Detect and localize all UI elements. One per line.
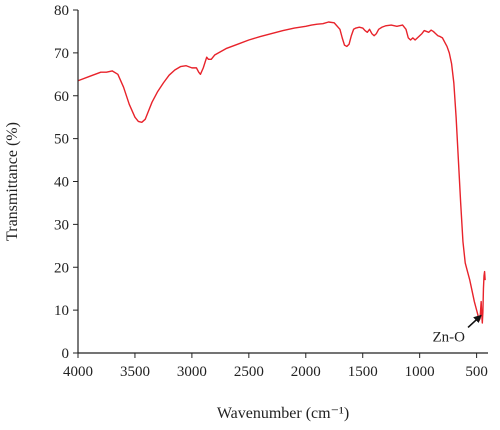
x-axis-ticks: 4000 3500 3000 2500 2000 1500 1000 500 — [63, 353, 488, 380]
y-tick-label: 80 — [54, 3, 69, 19]
y-tick-label: 20 — [54, 260, 69, 276]
y-tick-label: 60 — [54, 89, 69, 105]
y-axis-ticks: 0 10 20 30 40 50 60 70 80 — [54, 3, 78, 362]
series-line-0 — [77, 21, 486, 324]
x-tick-label: 500 — [465, 364, 488, 380]
x-tick-label: 3000 — [177, 364, 207, 380]
y-tick-label: 30 — [54, 217, 69, 233]
annotations-group: Zn-O — [433, 314, 482, 345]
x-tick-label: 2000 — [291, 364, 321, 380]
x-tick-label: 3500 — [120, 364, 150, 380]
annotation-label: Zn-O — [433, 329, 466, 345]
y-tick-label: 50 — [54, 132, 69, 148]
y-tick-label: 70 — [54, 46, 69, 62]
y-tick-label: 10 — [54, 303, 69, 319]
y-tick-label: 40 — [54, 175, 69, 191]
x-tick-label: 4000 — [63, 364, 93, 380]
x-tick-label: 2500 — [234, 364, 264, 380]
x-axis-title: Wavenumber (cm⁻¹) — [217, 405, 349, 422]
x-tick-label: 1000 — [405, 364, 435, 380]
x-tick-label: 1500 — [348, 364, 378, 380]
annotation-arrow — [467, 314, 482, 329]
y-axis-title: Transmittance (%) — [4, 122, 21, 241]
y-tick-label: 0 — [62, 346, 70, 362]
series-group — [77, 21, 486, 324]
